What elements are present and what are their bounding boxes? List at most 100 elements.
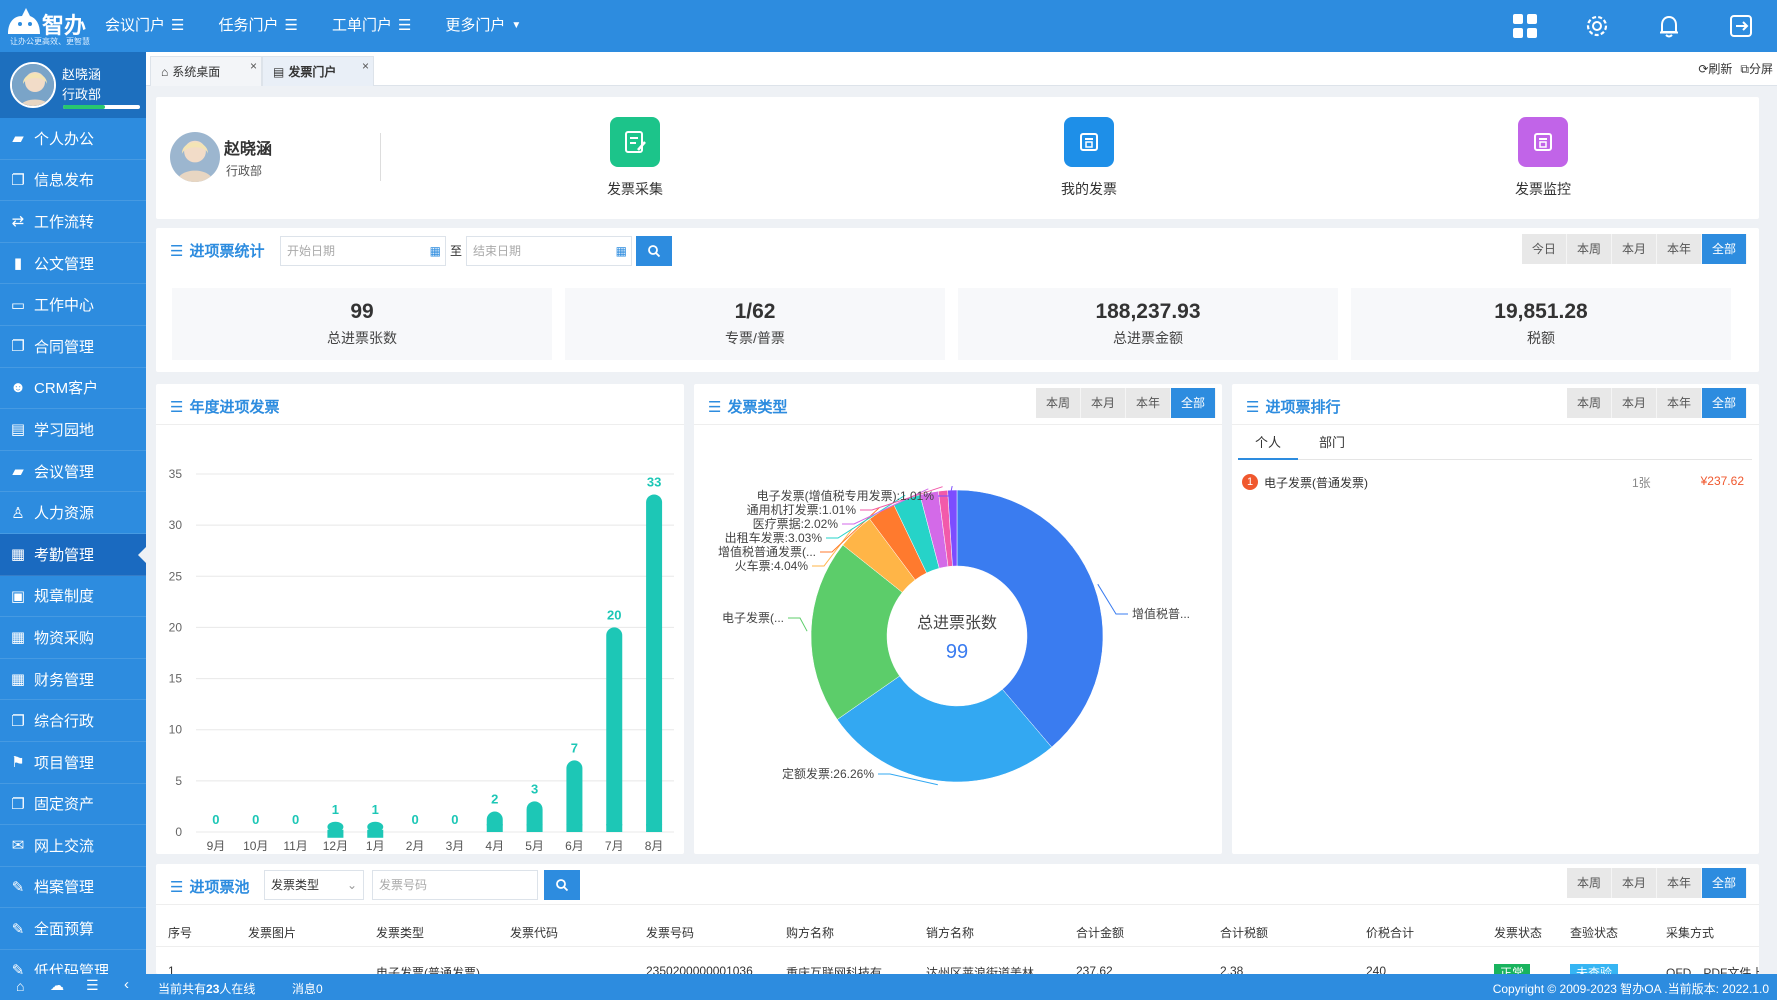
filter-month[interactable]: 本月 bbox=[1611, 234, 1657, 264]
slice-label: 电子发票(增值税专用发票):1.01% bbox=[757, 488, 935, 503]
sidebar-item-19[interactable]: ✎ 全面预算 bbox=[0, 908, 146, 950]
pie-slice[interactable] bbox=[947, 489, 958, 567]
tab-department[interactable]: 部门 bbox=[1318, 435, 1345, 450]
topnav-task[interactable]: 任务门户 ☰ bbox=[218, 0, 315, 52]
filter-all[interactable]: 全部 bbox=[1170, 388, 1216, 418]
column-header[interactable]: 合计金额 bbox=[1076, 926, 1125, 940]
filter-year[interactable]: 本年 bbox=[1656, 388, 1702, 418]
close-icon[interactable]: × bbox=[361, 59, 369, 73]
cloud-upload-icon[interactable]: ☁ bbox=[50, 977, 64, 993]
column-header[interactable]: 发票状态 bbox=[1494, 926, 1543, 940]
invoice-number-input[interactable]: 发票号码 bbox=[372, 870, 538, 900]
stats-panel: ☰ 进项票统计 开始日期 ▦ 至 结束日期 ▦ 今日 本周 本月 本年 全部 99 总进… bbox=[156, 228, 1759, 372]
column-header[interactable]: 序号 bbox=[168, 926, 193, 940]
filter-today[interactable]: 今日 bbox=[1521, 234, 1567, 264]
user-box[interactable]: 赵晓涵 行政部 bbox=[0, 52, 146, 118]
split-button[interactable]: ⧉分屏 bbox=[1740, 62, 1773, 76]
bar[interactable] bbox=[646, 494, 663, 832]
settings-button[interactable] bbox=[1561, 0, 1633, 52]
tab-desktop[interactable]: ⌂ 系统桌面 × bbox=[150, 56, 262, 86]
sidebar-item-10[interactable]: ▦ 考勤管理 bbox=[0, 533, 146, 576]
topnav-meeting[interactable]: 会议门户 ☰ bbox=[105, 0, 202, 52]
bar[interactable] bbox=[606, 627, 623, 832]
filter-week[interactable]: 本周 bbox=[1035, 388, 1081, 418]
filter-month[interactable]: 本月 bbox=[1611, 388, 1657, 418]
sidebar-item-18[interactable]: ✎ 档案管理 bbox=[0, 867, 146, 909]
column-header[interactable]: 发票号码 bbox=[646, 926, 695, 940]
tab-personal[interactable]: 个人 bbox=[1238, 428, 1298, 460]
stat-tile-total-amount: 188,237.93 总进票金额 bbox=[958, 288, 1338, 360]
sidebar-item-3[interactable]: ▮ 公文管理 bbox=[0, 243, 146, 285]
sidebar-item-20[interactable]: ✎ 低代码管理 bbox=[0, 950, 146, 974]
column-header[interactable]: 销方名称 bbox=[926, 926, 975, 940]
bar[interactable] bbox=[327, 821, 344, 832]
sidebar-item-0[interactable]: ▰ 个人办公 bbox=[0, 118, 146, 160]
sidebar-item-4[interactable]: ▭ 工作中心 bbox=[0, 284, 146, 326]
donut-center-label: 总进票张数 bbox=[917, 614, 997, 632]
column-header[interactable]: 查验状态 bbox=[1570, 926, 1619, 940]
sidebar-item-13[interactable]: ▦ 财务管理 bbox=[0, 659, 146, 701]
pie-slice[interactable] bbox=[956, 489, 1104, 748]
notification-button[interactable] bbox=[1633, 0, 1705, 52]
sidebar-item-17[interactable]: ✉ 网上交流 bbox=[0, 825, 146, 867]
app-logo[interactable]: 智办 让办公更高效、更智慧 bbox=[4, 4, 144, 48]
sidebar-item-5[interactable]: ❐ 合同管理 bbox=[0, 326, 146, 368]
sidebar-item-12[interactable]: ▦ 物资采购 bbox=[0, 617, 146, 659]
users-icon: ☻ bbox=[10, 379, 26, 397]
filter-month[interactable]: 本月 bbox=[1611, 868, 1657, 898]
filter-year[interactable]: 本年 bbox=[1656, 234, 1702, 264]
refresh-button[interactable]: ⟳刷新 bbox=[1698, 62, 1733, 76]
quick-my-invoice[interactable]: 我的发票 bbox=[1034, 117, 1144, 199]
apps-grid-button[interactable] bbox=[1489, 0, 1561, 52]
message-count[interactable]: 消息0 bbox=[292, 982, 323, 996]
pie-slice[interactable] bbox=[836, 675, 1052, 783]
invoice-type-select[interactable]: 发票类型 ⌄ bbox=[264, 870, 364, 900]
filter-week[interactable]: 本周 bbox=[1566, 234, 1612, 264]
filter-week[interactable]: 本周 bbox=[1566, 388, 1612, 418]
column-header[interactable]: 价税合计 bbox=[1366, 926, 1415, 940]
column-header[interactable]: 发票图片 bbox=[248, 926, 297, 940]
bar[interactable] bbox=[566, 760, 583, 832]
sidebar-item-16[interactable]: ❐ 固定资产 bbox=[0, 784, 146, 826]
home-icon[interactable]: ⌂ bbox=[16, 978, 25, 994]
pie-slice[interactable] bbox=[810, 544, 903, 720]
close-icon[interactable]: × bbox=[249, 59, 257, 73]
sidebar-item-11[interactable]: ▣ 规章制度 bbox=[0, 576, 146, 618]
sidebar-item-14[interactable]: ❐ 综合行政 bbox=[0, 700, 146, 742]
filter-year[interactable]: 本年 bbox=[1125, 388, 1171, 418]
topnav-ticket[interactable]: 工单门户 ☰ bbox=[332, 0, 429, 52]
menu-icon[interactable]: ☰ bbox=[86, 977, 99, 993]
sidebar-item-2[interactable]: ⇄ 工作流转 bbox=[0, 201, 146, 243]
sidebar-item-9[interactable]: ♙ 人力资源 bbox=[0, 492, 146, 534]
bar[interactable] bbox=[367, 821, 384, 832]
start-date-input[interactable]: 开始日期 ▦ bbox=[280, 236, 446, 266]
column-header[interactable]: 合计税额 bbox=[1220, 926, 1269, 940]
sidebar-item-6[interactable]: ☻ CRM客户 bbox=[0, 368, 146, 410]
logout-button[interactable] bbox=[1705, 0, 1777, 52]
sidebar-item-1[interactable]: ❐ 信息发布 bbox=[0, 160, 146, 202]
column-header[interactable]: 发票类型 bbox=[376, 926, 425, 940]
search-button[interactable] bbox=[544, 870, 580, 900]
chevron-left-icon[interactable]: ‹ bbox=[124, 976, 129, 993]
sidebar-item-label: 财务管理 bbox=[34, 671, 95, 689]
filter-month[interactable]: 本月 bbox=[1080, 388, 1126, 418]
search-button[interactable] bbox=[636, 236, 672, 266]
column-header[interactable]: 发票代码 bbox=[510, 926, 559, 940]
column-header[interactable]: 购方名称 bbox=[786, 926, 835, 940]
end-date-input[interactable]: 结束日期 ▦ bbox=[466, 236, 632, 266]
quick-invoice-monitor[interactable]: 发票监控 bbox=[1488, 117, 1598, 199]
list-item[interactable]: 1 电子发票(普通发票) 1张 ¥237.62 bbox=[1242, 472, 1748, 494]
topnav-more[interactable]: 更多门户 ▼ bbox=[445, 0, 539, 52]
column-header[interactable]: 采集方式 bbox=[1666, 926, 1715, 940]
filter-all[interactable]: 全部 bbox=[1701, 388, 1747, 418]
filter-year[interactable]: 本年 bbox=[1656, 868, 1702, 898]
filter-all[interactable]: 全部 bbox=[1701, 234, 1747, 264]
sidebar-item-7[interactable]: ▤ 学习园地 bbox=[0, 409, 146, 451]
sidebar-item-8[interactable]: ▰ 会议管理 bbox=[0, 451, 146, 493]
quick-invoice-collect[interactable]: 发票采集 bbox=[580, 117, 690, 199]
table-row[interactable]: 1 电子发票(普通发票) 2350200000001036 重庆互联网科技有 达州区莱浪… bbox=[156, 964, 1759, 974]
sidebar-item-15[interactable]: ⚑ 项目管理 bbox=[0, 742, 146, 784]
filter-all[interactable]: 全部 bbox=[1701, 868, 1747, 898]
tab-invoice-portal[interactable]: ▤ 发票门户 × bbox=[262, 56, 374, 86]
filter-week[interactable]: 本周 bbox=[1566, 868, 1612, 898]
